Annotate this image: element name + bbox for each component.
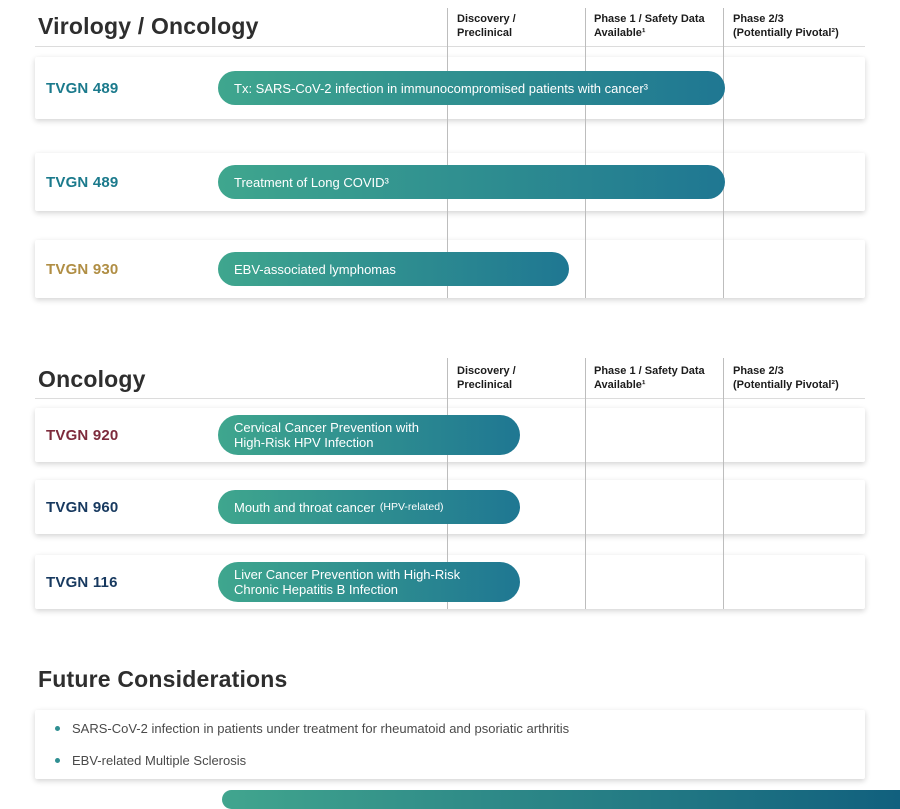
column-header-phase1: Phase 1 / Safety Data Available¹ xyxy=(594,12,729,40)
column-header-line: Preclinical xyxy=(457,27,513,39)
column-header-line: Discovery / xyxy=(457,13,516,25)
column-header-line: (Potentially Pivotal²) xyxy=(733,27,839,39)
bottom-gradient-bar xyxy=(222,790,900,809)
column-header-line: Phase 1 / Safety Data xyxy=(594,365,705,377)
pipeline-row-tvgn116-liver: TVGN 116 Liver Cancer Prevention with Hi… xyxy=(35,555,865,609)
column-divider-line xyxy=(447,358,448,609)
column-header-phase1: Phase 1 / Safety Data Available¹ xyxy=(594,364,729,392)
column-header-line: Phase 2/3 xyxy=(733,365,784,377)
column-header-line: Phase 1 / Safety Data xyxy=(594,13,705,25)
phase-progress-bar-label: Mouth and throat cancer xyxy=(234,499,375,515)
program-label: TVGN 930 xyxy=(46,260,119,278)
column-header-line: Available¹ xyxy=(594,379,646,391)
pipeline-row-tvgn489-longcovid: TVGN 489 Treatment of Long COVID³ xyxy=(35,153,865,211)
header-divider-line xyxy=(35,46,865,47)
column-header-phase23: Phase 2/3 (Potentially Pivotal²) xyxy=(733,364,868,392)
column-header-line: Preclinical xyxy=(457,379,513,391)
section-title-future-considerations: Future Considerations xyxy=(38,666,288,692)
column-divider-line xyxy=(585,8,586,298)
phase-progress-bar-label: Cervical Cancer Prevention with High-Ris… xyxy=(234,420,419,450)
program-label: TVGN 116 xyxy=(46,573,118,591)
phase-progress-bar: Liver Cancer Prevention with High-Risk C… xyxy=(218,562,520,602)
program-label: TVGN 489 xyxy=(46,173,119,191)
column-header-line: Phase 2/3 xyxy=(733,13,784,25)
column-header-discovery-preclinical: Discovery / Preclinical xyxy=(457,364,592,392)
phase-progress-bar-label: Treatment of Long COVID³ xyxy=(234,174,389,190)
phase-progress-bar: Treatment of Long COVID³ xyxy=(218,165,725,199)
bullet-dot-icon xyxy=(55,758,60,763)
column-divider-line xyxy=(723,8,724,298)
pipeline-row-tvgn930-ebv: TVGN 930 EBV-associated lymphomas xyxy=(35,240,865,298)
column-divider-line xyxy=(447,8,448,298)
column-header-phase23: Phase 2/3 (Potentially Pivotal²) xyxy=(733,12,868,40)
phase-progress-bar-label: Tx: SARS-CoV-2 infection in immunocompro… xyxy=(234,80,648,96)
section-title-virology-oncology: Virology / Oncology xyxy=(38,13,259,39)
program-label: TVGN 960 xyxy=(46,498,119,516)
future-consideration-text: SARS-CoV-2 infection in patients under t… xyxy=(72,721,570,736)
future-consideration-item: SARS-CoV-2 infection in patients under t… xyxy=(55,721,865,736)
phase-progress-bar: EBV-associated lymphomas xyxy=(218,252,569,286)
column-divider-line xyxy=(723,358,724,609)
pipeline-row-tvgn920-cervical: TVGN 920 Cervical Cancer Prevention with… xyxy=(35,408,865,462)
phase-progress-bar: Cervical Cancer Prevention with High-Ris… xyxy=(218,415,520,455)
column-header-line: Available¹ xyxy=(594,27,646,39)
header-divider-line xyxy=(35,398,865,399)
phase-progress-bar: Tx: SARS-CoV-2 infection in immunocompro… xyxy=(218,71,725,105)
bullet-dot-icon xyxy=(55,726,60,731)
column-header-line: Discovery / xyxy=(457,365,516,377)
future-considerations-card: SARS-CoV-2 infection in patients under t… xyxy=(35,710,865,779)
program-label: TVGN 920 xyxy=(46,426,119,444)
pipeline-row-tvgn489-sars: TVGN 489 Tx: SARS-CoV-2 infection in imm… xyxy=(35,57,865,119)
section-title-oncology: Oncology xyxy=(38,366,146,392)
phase-progress-bar-note: (HPV-related) xyxy=(379,500,444,513)
phase-progress-bar: Mouth and throat cancer (HPV-related) xyxy=(218,490,520,524)
column-header-discovery-preclinical: Discovery / Preclinical xyxy=(457,12,592,40)
column-divider-line xyxy=(585,358,586,609)
pipeline-row-tvgn960-mouth-throat: TVGN 960 Mouth and throat cancer (HPV-re… xyxy=(35,480,865,534)
phase-progress-bar-label: EBV-associated lymphomas xyxy=(234,261,396,277)
future-consideration-item: EBV-related Multiple Sclerosis xyxy=(55,753,865,768)
program-label: TVGN 489 xyxy=(46,79,119,97)
column-header-line: (Potentially Pivotal²) xyxy=(733,379,839,391)
future-consideration-text: EBV-related Multiple Sclerosis xyxy=(72,753,247,768)
phase-progress-bar-label: Liver Cancer Prevention with High-Risk C… xyxy=(234,567,461,597)
